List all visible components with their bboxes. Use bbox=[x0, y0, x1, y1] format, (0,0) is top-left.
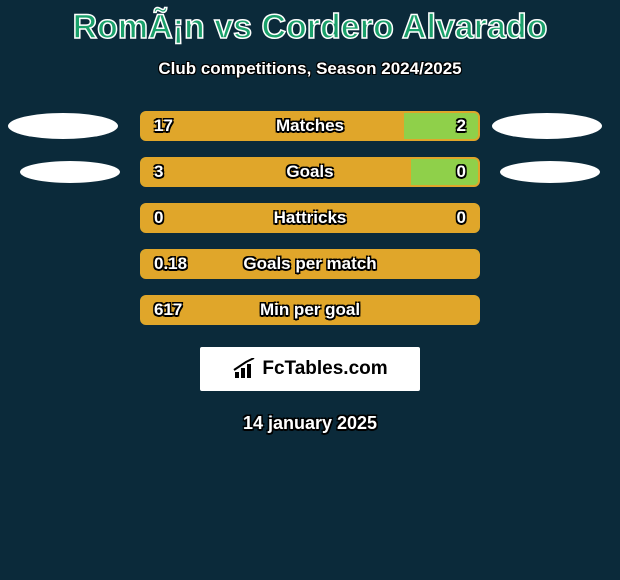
stat-value-left: 17 bbox=[154, 116, 173, 136]
stat-value-left: 3 bbox=[154, 162, 163, 182]
brand-text: FcTables.com bbox=[262, 358, 387, 380]
date-label: 14 january 2025 bbox=[0, 413, 620, 434]
player-right-marker bbox=[500, 161, 600, 183]
stat-bar: 0 0 Hattricks bbox=[140, 203, 480, 233]
stat-bar-left-fill bbox=[142, 159, 411, 185]
stat-value-right: 0 bbox=[457, 162, 466, 182]
player-left-marker bbox=[20, 161, 120, 183]
stat-bar: 0.18 Goals per match bbox=[140, 249, 480, 279]
stat-bar: 617 Min per goal bbox=[140, 295, 480, 325]
stat-row: 0.18 Goals per match bbox=[0, 249, 620, 279]
stat-bar: 17 2 Matches bbox=[140, 111, 480, 141]
stat-value-left: 0 bbox=[154, 208, 163, 228]
stat-bar: 3 0 Goals bbox=[140, 157, 480, 187]
page-title: RomÃ¡n vs Cordero Alvarado bbox=[0, 0, 620, 47]
stat-label: Goals per match bbox=[243, 254, 376, 274]
stat-row: 0 0 Hattricks bbox=[0, 203, 620, 233]
stat-row: 3 0 Goals bbox=[0, 157, 620, 187]
player-right-marker bbox=[492, 113, 602, 139]
stat-value-left: 617 bbox=[154, 300, 182, 320]
stat-label: Goals bbox=[286, 162, 333, 182]
stat-label: Min per goal bbox=[260, 300, 360, 320]
stat-row: 617 Min per goal bbox=[0, 295, 620, 325]
stat-label: Hattricks bbox=[274, 208, 347, 228]
stat-bar-left-fill bbox=[142, 113, 404, 139]
page-subtitle: Club competitions, Season 2024/2025 bbox=[0, 59, 620, 79]
brand-chart-icon bbox=[232, 358, 258, 380]
stat-label: Matches bbox=[276, 116, 344, 136]
player-left-marker bbox=[8, 113, 118, 139]
stat-value-right: 0 bbox=[457, 208, 466, 228]
stat-value-right: 2 bbox=[457, 116, 466, 136]
stat-row: 17 2 Matches bbox=[0, 111, 620, 141]
stat-value-left: 0.18 bbox=[154, 254, 187, 274]
brand-box: FcTables.com bbox=[200, 347, 420, 391]
stat-rows: 17 2 Matches 3 0 Goals 0 0 Hattricks 0.18 Goals pe… bbox=[0, 111, 620, 325]
